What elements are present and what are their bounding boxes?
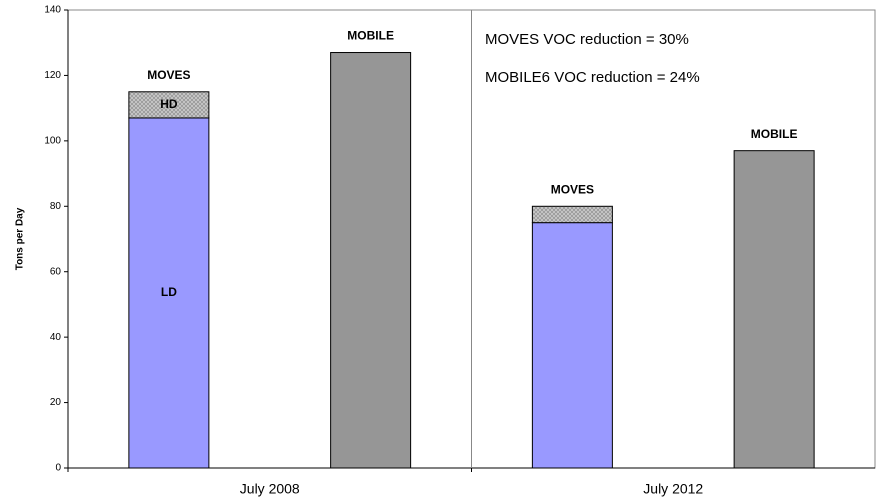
y-tick-label: 80 bbox=[50, 201, 62, 212]
y-tick-label: 140 bbox=[44, 5, 61, 16]
bar-segment bbox=[531, 205, 613, 224]
x-tick-label: July 2012 bbox=[643, 481, 703, 497]
y-tick-label: 0 bbox=[55, 463, 61, 474]
annotation: MOBILE6 VOC reduction = 24% bbox=[485, 69, 700, 86]
segment-label: LD bbox=[161, 285, 177, 299]
segment-label: HD bbox=[160, 97, 178, 111]
bar-group-label: MOVES bbox=[551, 182, 594, 196]
bar-label: MOBILE bbox=[347, 29, 394, 43]
bar-segment bbox=[128, 91, 210, 119]
bar-segment bbox=[128, 117, 210, 469]
y-tick-label: 120 bbox=[44, 70, 61, 81]
bar-label: MOBILE bbox=[751, 127, 798, 141]
bar bbox=[733, 150, 815, 469]
y-axis-label: Tons per Day bbox=[15, 207, 26, 270]
bar-group-label: MOVES bbox=[147, 68, 190, 82]
y-tick-label: 20 bbox=[50, 397, 62, 408]
y-tick-label: 100 bbox=[44, 135, 61, 146]
x-tick-label: July 2008 bbox=[240, 481, 300, 497]
bar bbox=[330, 52, 412, 469]
y-tick-label: 60 bbox=[50, 266, 62, 277]
y-tick-label: 40 bbox=[50, 332, 62, 343]
bar-segment bbox=[531, 222, 613, 469]
annotation: MOVES VOC reduction = 30% bbox=[485, 31, 689, 48]
